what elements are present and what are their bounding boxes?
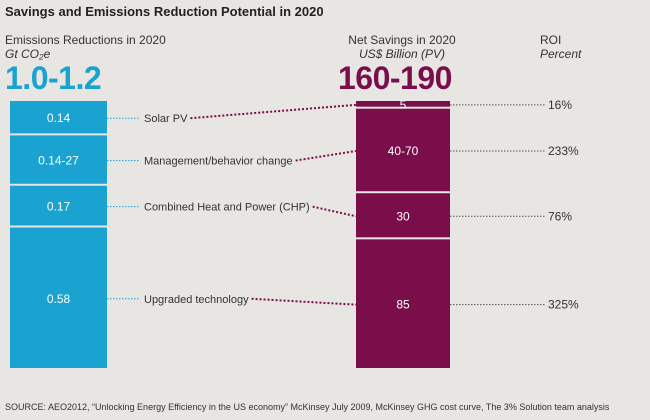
savings-segment-label: 30 [396, 209, 410, 223]
mid-header-line1: Net Savings in 2020 [348, 33, 456, 47]
emissions-segment-label: 0.14 [47, 111, 71, 125]
right-header: ROI Percent [540, 33, 581, 61]
emissions-bar-segment [10, 185, 107, 226]
savings-bar-segment [356, 101, 450, 107]
mid-header-unit: US$ Billion (PV) [358, 47, 446, 61]
emissions-bar-segment [10, 135, 107, 184]
savings-segment-label: 5 [400, 98, 407, 112]
mid-connector-line [295, 149, 357, 162]
savings-bar-segment [356, 108, 450, 192]
category-label: Combined Heat and Power (CHP) [144, 202, 310, 214]
category-label: Solar PV [144, 113, 188, 125]
emissions-segment-label: 0.17 [47, 200, 71, 214]
emissions-segment-label: 0.58 [47, 292, 71, 306]
left-header-line1: Emissions Reductions in 2020 [5, 33, 166, 47]
mid-connector-line [251, 297, 357, 306]
mid-connector-line [190, 103, 357, 120]
emissions-bar-segment [10, 227, 107, 368]
roi-value: 76% [548, 209, 572, 223]
category-label: Management/behavior change [144, 156, 293, 168]
right-header-unit: Percent [540, 47, 582, 61]
emissions-bar-segment [10, 101, 107, 134]
source-note: SOURCE: AEO2012, “Unlocking Energy Effic… [5, 402, 610, 412]
mid-total: 160-190 [338, 60, 452, 96]
savings-bar-segment [356, 239, 450, 368]
roi-value: 325% [548, 298, 579, 312]
roi-value: 16% [548, 98, 572, 112]
left-total: 1.0-1.2 [5, 60, 102, 96]
left-header-unit: Gt CO₂e [5, 47, 51, 61]
right-header-line1: ROI [540, 33, 562, 47]
category-label: Upgraded technology [144, 294, 249, 306]
emissions-segment-label: 0.14-27 [38, 154, 79, 168]
mid-connector-line [312, 205, 357, 218]
chart-title: Savings and Emissions Reduction Potentia… [5, 4, 324, 19]
left-header: Emissions Reductions in 2020 Gt CO₂e [5, 33, 166, 61]
savings-segment-label: 85 [396, 298, 410, 312]
roi-value: 233% [548, 144, 579, 158]
savings-bar-segment [356, 193, 450, 238]
mid-header: Net Savings in 2020 US$ Billion (PV) [348, 33, 456, 61]
savings-segment-label: 40-70 [388, 144, 419, 158]
